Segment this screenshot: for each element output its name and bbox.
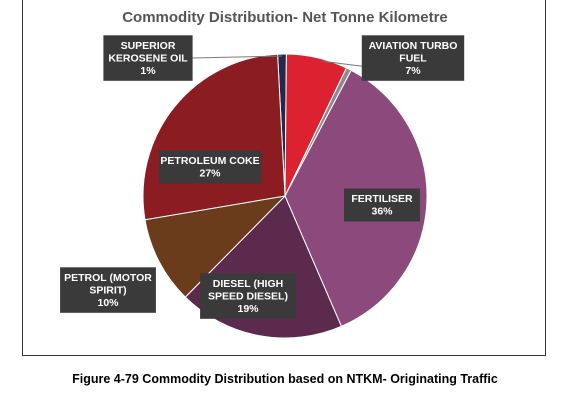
slice-label-box xyxy=(200,273,296,319)
slice-label-box xyxy=(103,35,193,81)
slice-label-box xyxy=(344,188,420,222)
slice-label-text: SUPERIOR xyxy=(121,40,176,52)
figure-caption: Figure 4-79 Commodity Distribution based… xyxy=(72,372,498,386)
pie-chart: Commodity Distribution- Net Tonne Kilome… xyxy=(60,9,465,339)
slice-label-text: 27% xyxy=(199,168,221,180)
leader-line-superior-kerosene-oil xyxy=(191,55,283,59)
slice-label-text: SPEED DIESEL) xyxy=(208,290,288,302)
pie-slices xyxy=(142,53,428,339)
slice-label-text: 36% xyxy=(371,206,393,218)
slice-label-text: PETROL (MOTOR xyxy=(64,272,152,284)
slice-label-box xyxy=(60,267,156,313)
slice-label-text: 19% xyxy=(237,303,259,315)
slice-label-text: AVIATION TURBO xyxy=(369,40,458,52)
slice-label-box xyxy=(158,150,262,184)
chart-frame xyxy=(22,0,546,356)
slice-label-text: FERTILISER xyxy=(351,193,413,205)
slice-label-box xyxy=(361,35,465,81)
slice-label-text: PETROLEUM COKE xyxy=(160,155,259,167)
slice-label-text: SPIRIT) xyxy=(89,284,126,296)
slice-label-text: 1% xyxy=(140,65,156,77)
slice-label-text: FUEL xyxy=(399,52,427,64)
slice-label-text: 10% xyxy=(97,297,119,309)
pie-slice-petrol-motor-spirit xyxy=(144,195,287,298)
slice-label-text: DIESEL (HIGH xyxy=(213,278,283,290)
slice-label-text: 7% xyxy=(405,65,421,77)
chart-title: Commodity Distribution- Net Tonne Kilome… xyxy=(122,9,448,26)
slice-label-text: KEROSENE OIL xyxy=(108,52,188,64)
